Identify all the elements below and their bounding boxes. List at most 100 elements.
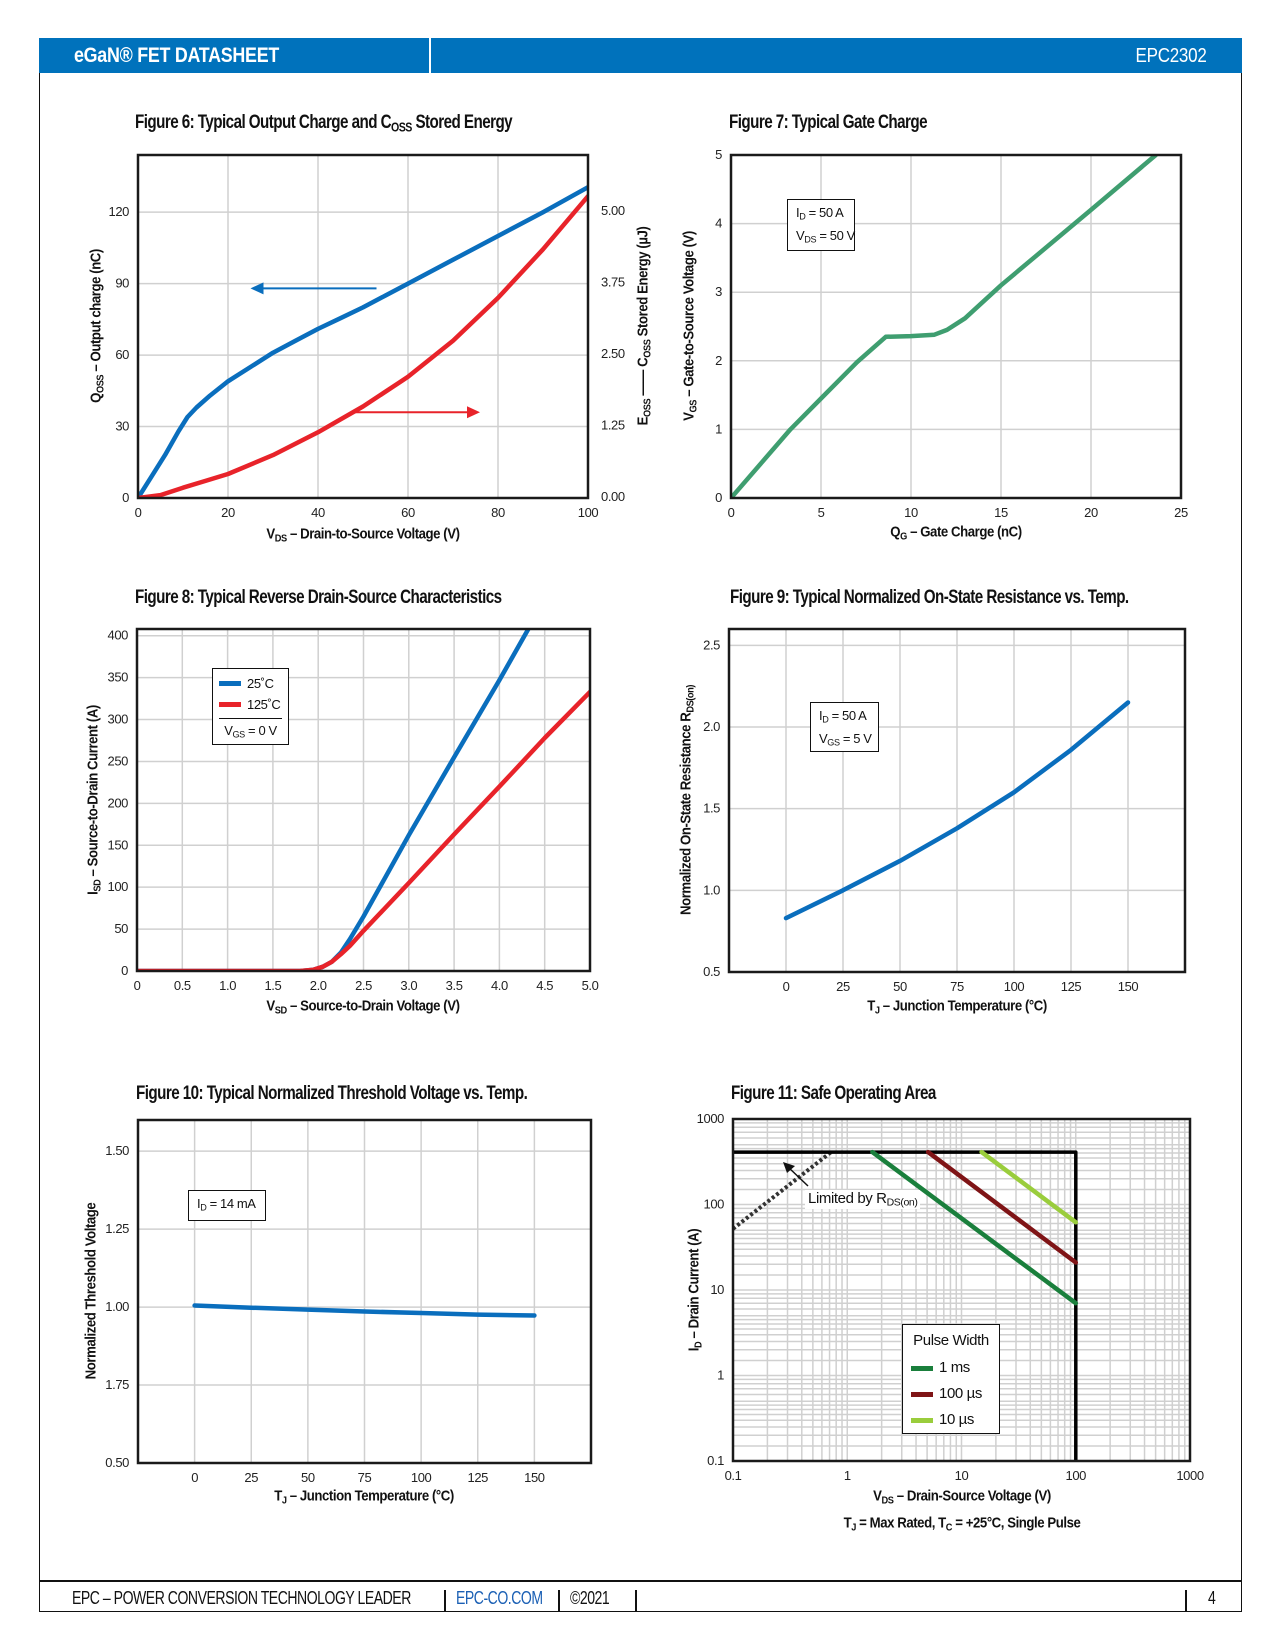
fig10-x-axis-label: TJ – Junction Temperature (°C) [274, 1488, 454, 1507]
chart-6: 0 20 40 60 80 100 0 30 60 90 120 0.00 1.25 2.50 3.75 5.… [109, 153, 625, 520]
y-tick-label: 100 [108, 879, 129, 894]
footer-website-link[interactable]: EPC-CO.COM [456, 1588, 543, 1608]
x-tick-label: 100 [1004, 979, 1025, 994]
chart-11: 0.1 1 10 100 1000 0.1 1 10 100 1000 [697, 1111, 1205, 1483]
subscript: OSS [391, 119, 412, 135]
x-tick-label: 75 [358, 1470, 372, 1485]
y-tick-label: 1.50 [105, 1143, 129, 1158]
subscript: SD [274, 1004, 287, 1017]
y-tick-label: 0.5 [703, 964, 720, 979]
text-part: I [819, 708, 823, 723]
fig7-y-axis-label: VGS – Gate-to-Source Voltage (V) [681, 231, 700, 421]
series-line [731, 155, 1159, 498]
text-part: T [867, 997, 875, 1015]
text-part: – Source-to-Drain Voltage (V) [286, 997, 460, 1015]
text-part: V [796, 228, 805, 244]
x-tick-label: 0 [135, 505, 142, 520]
series-line [192, 1303, 537, 1318]
x-tick-label: 125 [1061, 979, 1082, 994]
page-number: 4 [1208, 1588, 1216, 1608]
legend-label: 25˚C [247, 675, 274, 691]
fig10-y-axis-label: Normalized Threshold Voltage [83, 1203, 100, 1380]
text-part: Q [87, 393, 105, 403]
x-tick-label: 3.5 [446, 978, 463, 993]
legend-item-1ms: 1 ms [911, 1355, 991, 1381]
y-tick-label: 0.50 [105, 1455, 129, 1470]
figure-10-title: Figure 10: Typical Normalized Threshold … [136, 1083, 528, 1105]
legend-swatch-green [911, 1365, 933, 1371]
y-tick-label: 0 [121, 963, 128, 978]
y-tick-label: 4 [715, 216, 722, 231]
subscript: D [799, 211, 806, 222]
subscript: C [945, 1521, 953, 1534]
text-part: Stored Energy [411, 112, 513, 133]
subscript: GS [827, 737, 840, 748]
legend-label: 125˚C [247, 696, 281, 712]
legend-swatch-darkred [911, 1391, 933, 1397]
fig10-condition-id: ID = 14 mA [197, 1194, 257, 1217]
subscript: J [851, 1521, 856, 1534]
text-part: = +25°C, Single Pulse [952, 1514, 1081, 1532]
text-part: = 5 V [839, 731, 872, 747]
x-tick-label: 3.0 [400, 978, 417, 993]
subscript: GS [687, 400, 700, 413]
text-part: V [224, 723, 233, 738]
y-tick-label: 1.00 [105, 1299, 129, 1314]
y-tick-label: 0 [715, 490, 722, 505]
x-tick-label: 150 [524, 1470, 545, 1485]
x-tick-label: 2.0 [310, 978, 327, 993]
subscript: G [900, 530, 907, 543]
plot-frame [136, 153, 590, 500]
grid [137, 155, 589, 499]
y-tick-label: 1 [715, 421, 722, 436]
fig11-y-axis-label: ID – Drain Current (A) [686, 1229, 705, 1351]
footer-separator [635, 1590, 637, 1612]
text-part: V [819, 731, 828, 747]
grid [729, 629, 1185, 973]
x-tick-label: 100 [411, 1470, 432, 1485]
plot-frame [135, 627, 592, 973]
y-tick-label: 2.5 [703, 637, 720, 652]
x-tick-label: 25 [1174, 505, 1188, 520]
x-tick-label: 5.0 [582, 978, 599, 993]
fig7-condition-id: ID = 50 A [796, 203, 846, 226]
x-tick-label: 100 [1066, 1468, 1087, 1483]
y-tick-label: 100 [704, 1197, 725, 1212]
text-part: Figure 6: Typical Output Charge and C [135, 112, 392, 133]
series-line [138, 193, 588, 498]
series-line [138, 184, 588, 498]
series-line-10-s [979, 1149, 1079, 1225]
figure-6-title: Figure 6: Typical Output Charge and COSS… [135, 112, 513, 135]
chart-8: 0 0.5 1.0 1.5 2.0 2.5 3.0 3.5 4.0 4.5 5.0 0 50 100 150… [108, 627, 600, 993]
y-tick-label: 2.0 [703, 719, 720, 734]
y-tick-label: 5 [715, 147, 722, 162]
fig6-x-axis-label: VDS – Drain-to-Source Voltage (V) [266, 526, 460, 545]
series-line-boundary [733, 1150, 1078, 1461]
x-tick-label: 0 [134, 978, 141, 993]
y-tick-label: 0 [122, 490, 129, 505]
note-arrow-head-icon [783, 1162, 795, 1173]
legend-label: 100 µs [939, 1385, 982, 1402]
y2-tick-label: 3.75 [601, 275, 625, 290]
x-tick-label: 4.0 [491, 978, 508, 993]
fig8-legend: 25˚C 125˚C VGS = 0 V [212, 668, 289, 745]
fig9-conditions-box: ID = 50 A VGS = 5 V [810, 702, 879, 752]
fig11-rdson-note: Limited by RDS(on) [805, 1190, 921, 1209]
y-tick-label: 90 [115, 276, 129, 291]
series-line-1-ms [870, 1149, 1079, 1306]
fig10-conditions-box: ID = 14 mA [188, 1190, 266, 1221]
x-tick-label: 1 [844, 1468, 851, 1483]
subscript: J [281, 1494, 287, 1507]
arrow-head-icon [250, 282, 264, 295]
y-tick-label: 10 [710, 1282, 724, 1297]
legend-item-100us: 100 µs [911, 1381, 991, 1407]
arrow-head-icon [467, 406, 480, 419]
x-tick-label: 0.5 [174, 978, 191, 993]
chart-10: 0 25 50 75 100 125 150 0.50 1.75 1.00 1.25 1.50 [105, 1118, 593, 1485]
subscript: J [874, 1004, 880, 1017]
subscript: DS [881, 1494, 894, 1507]
y-tick-label: 250 [108, 753, 129, 768]
x-tick-label: 0 [191, 1470, 198, 1485]
text-part: Figure 9: Typical Normalized On-State Re… [730, 587, 1129, 608]
